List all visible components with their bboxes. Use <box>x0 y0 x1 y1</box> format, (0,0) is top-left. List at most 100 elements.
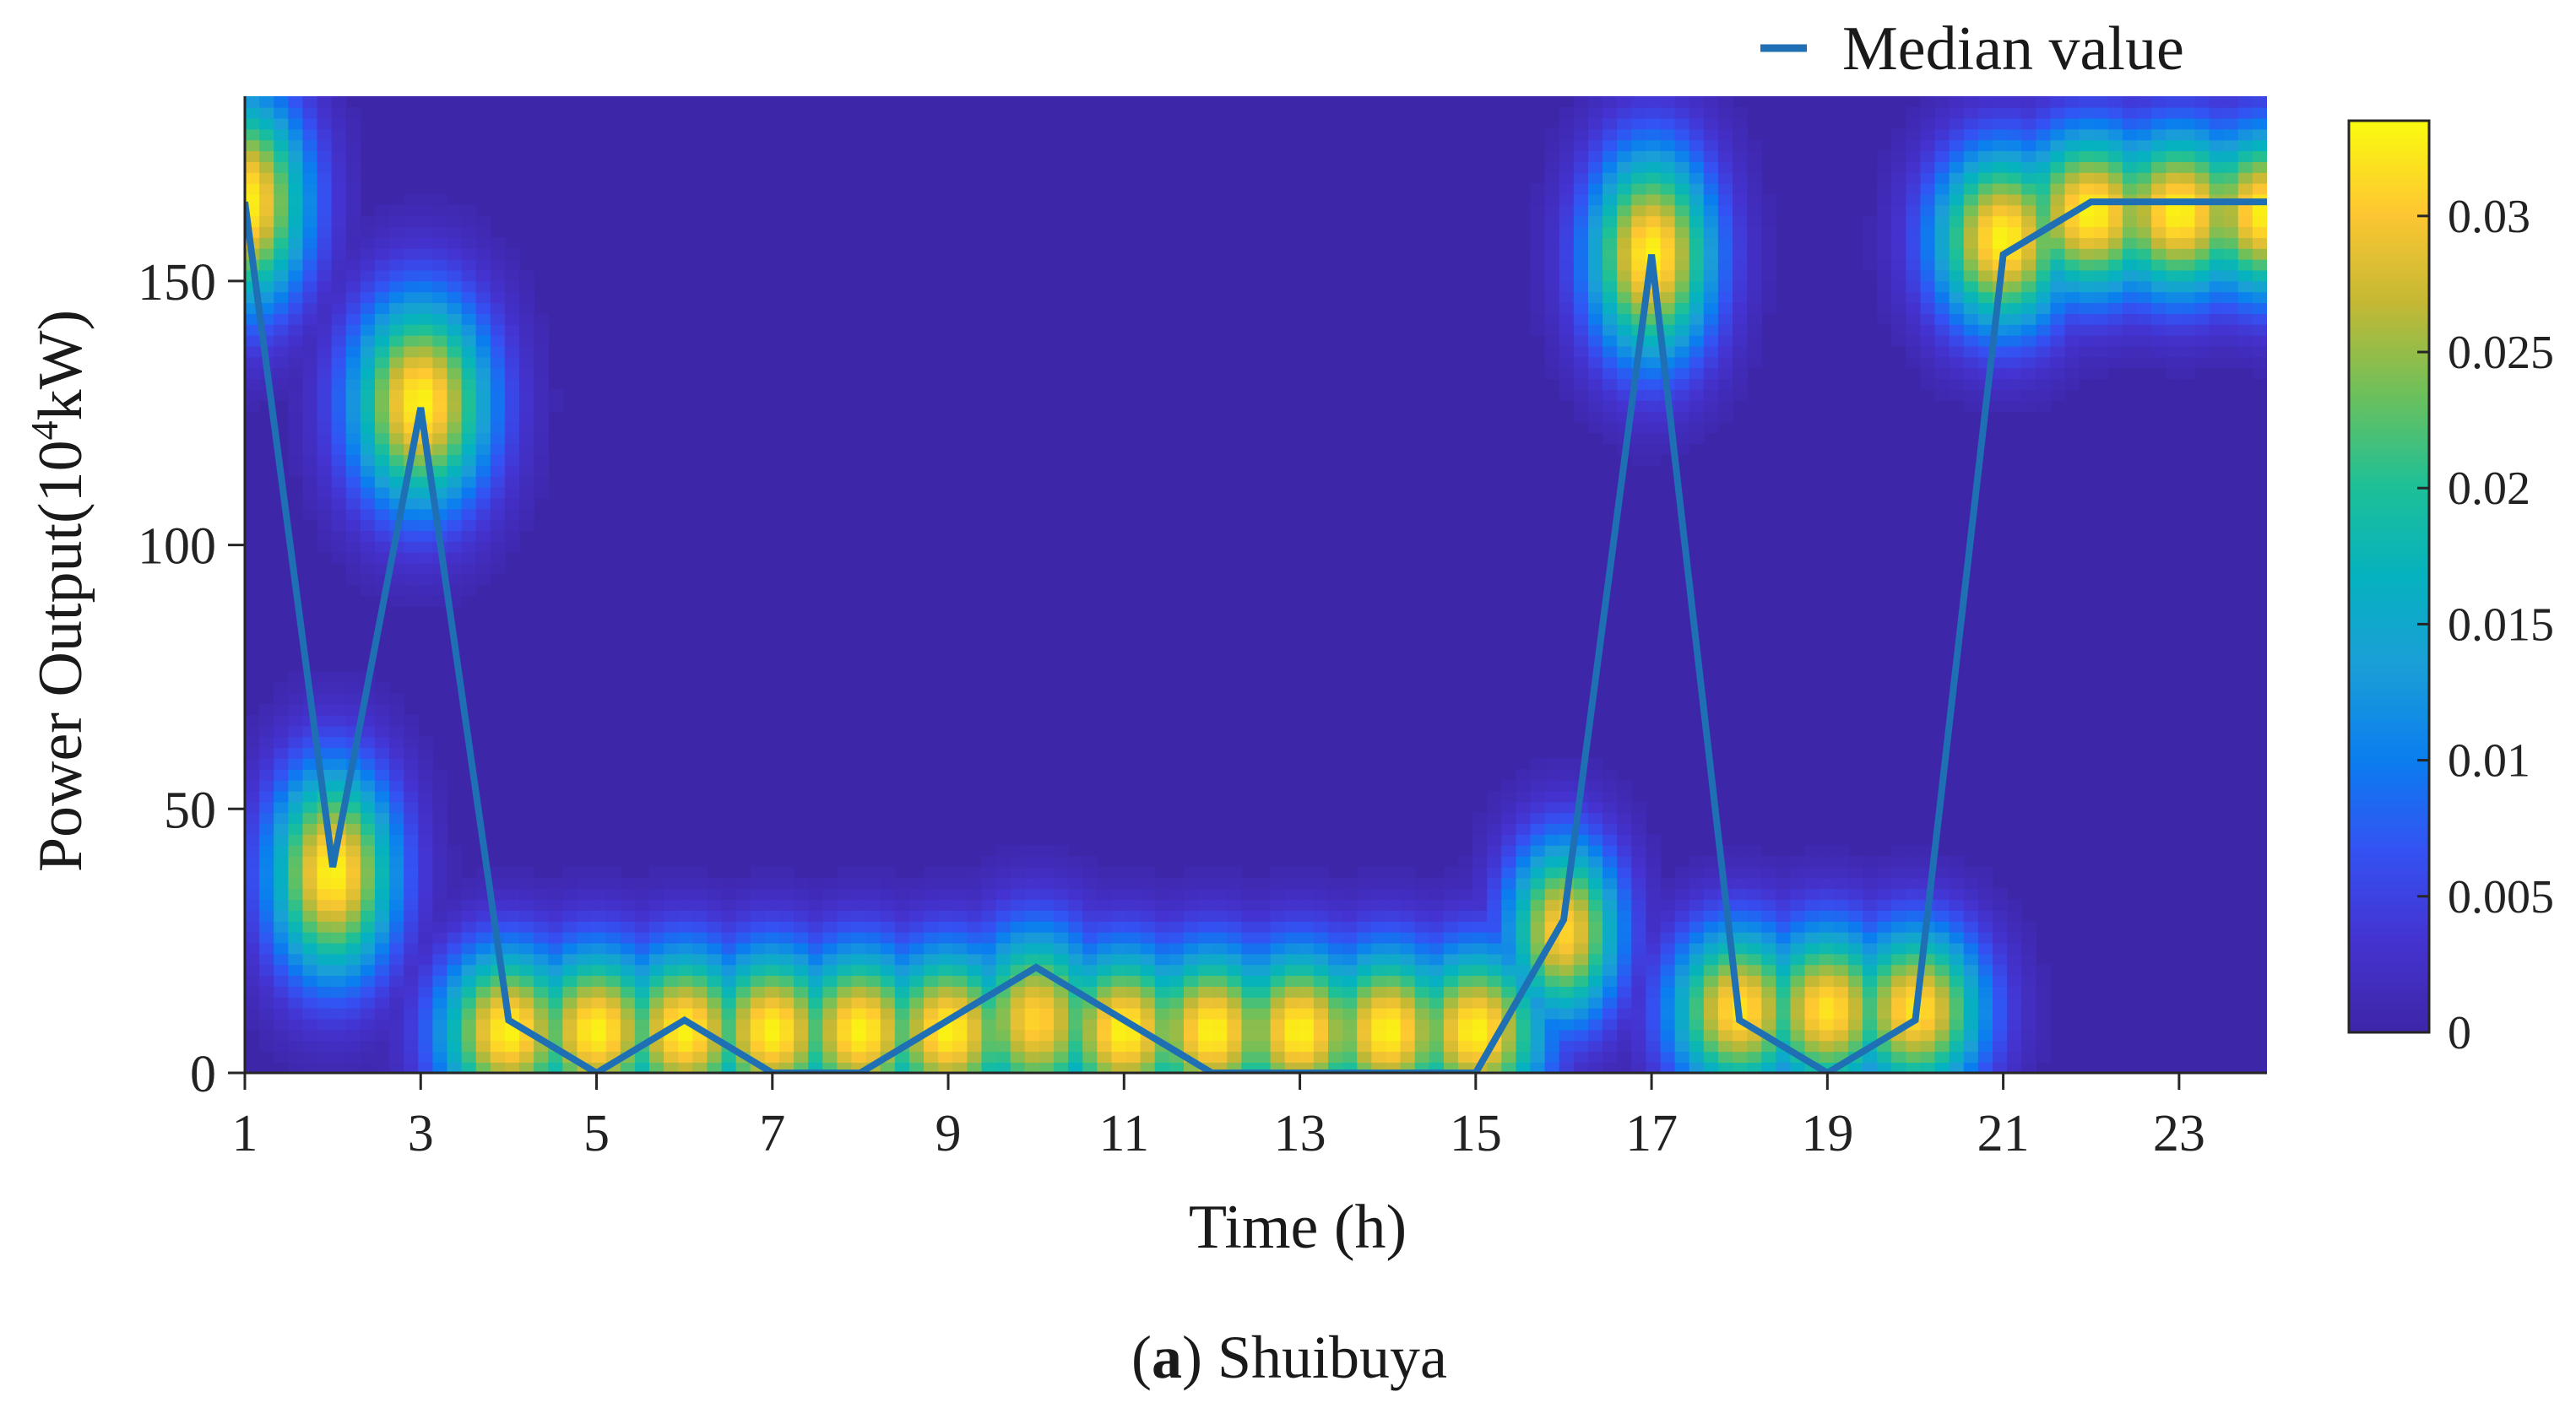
heatmap-cell <box>404 302 420 314</box>
heatmap-cell <box>1458 1029 1473 1042</box>
heatmap-cell <box>1227 1051 1243 1063</box>
heatmap-cell <box>288 367 304 380</box>
heatmap-cell <box>2252 313 2267 325</box>
heatmap-cell <box>1776 986 1792 998</box>
heatmap-cell <box>778 953 794 966</box>
heatmap-cell <box>1169 910 1185 922</box>
heatmap-cell <box>995 921 1011 933</box>
heatmap-cell <box>1877 1051 1893 1063</box>
heatmap-cell <box>1169 997 1185 1009</box>
heatmap-cell <box>2079 237 2095 249</box>
heatmap-cell <box>331 421 347 434</box>
heatmap-cell <box>1790 1018 1806 1031</box>
heatmap-cell <box>1587 204 1603 217</box>
heatmap-cell <box>837 997 853 1009</box>
heatmap-cell <box>1183 888 1199 901</box>
heatmap-cell <box>967 1018 983 1031</box>
heatmap-cell <box>475 269 491 282</box>
heatmap-cell <box>1559 171 1575 184</box>
heatmap-cell <box>2021 399 2037 412</box>
heatmap-cell <box>1747 1051 1763 1063</box>
heatmap-cell <box>432 866 448 879</box>
heatmap-cell <box>2021 975 2037 987</box>
heatmap-cell <box>634 964 650 977</box>
heatmap-cell <box>1660 1029 1676 1042</box>
heatmap-cell <box>1617 247 1633 260</box>
heatmap-cell <box>620 1007 636 1020</box>
heatmap-cell <box>1733 150 1748 162</box>
heatmap-cell <box>2093 269 2109 282</box>
heatmap-cell <box>274 1051 290 1063</box>
heatmap-cell <box>490 1029 506 1042</box>
heatmap-cell <box>577 899 593 911</box>
heatmap-cell <box>1487 790 1503 803</box>
heatmap-cell <box>461 541 477 553</box>
heatmap-cell <box>2137 226 2152 238</box>
heatmap-cell <box>374 215 390 228</box>
heatmap-cell <box>1891 128 1907 141</box>
heatmap-cell <box>1934 378 1950 390</box>
heatmap-cell <box>1587 247 1603 260</box>
heatmap-cell <box>1357 1040 1373 1053</box>
heatmap-cell <box>2093 345 2109 358</box>
heatmap-cell <box>1559 1029 1575 1042</box>
heatmap-cell <box>461 247 477 260</box>
heatmap-cell <box>1804 888 1820 901</box>
heatmap-cell <box>967 921 983 933</box>
heatmap-cell <box>2021 117 2037 130</box>
heatmap-cell <box>620 899 636 911</box>
heatmap-cell <box>1977 247 1993 260</box>
heatmap-cell <box>2237 302 2253 314</box>
heatmap-cell <box>692 953 708 966</box>
heatmap-cell <box>1977 96 1993 108</box>
heatmap-cell <box>2151 280 2167 293</box>
heatmap-cell <box>1357 942 1373 955</box>
heatmap-cell <box>317 931 333 944</box>
heatmap-cell <box>794 1018 809 1031</box>
heatmap-cell <box>1068 1018 1084 1031</box>
heatmap-cell <box>404 313 420 325</box>
heatmap-cell <box>331 714 347 727</box>
heatmap-cell <box>1587 389 1603 401</box>
heatmap-cell <box>245 139 260 152</box>
heatmap-cell <box>331 758 347 770</box>
heatmap-cell <box>1733 117 1748 130</box>
heatmap-cell <box>1255 975 1272 987</box>
heatmap-cell <box>389 389 404 401</box>
heatmap-cell <box>1414 964 1430 977</box>
heatmap-cell <box>345 801 361 814</box>
heatmap-cell <box>1920 247 1936 260</box>
heatmap-cell <box>1790 975 1806 987</box>
heatmap-cell <box>331 345 347 358</box>
heatmap-cell <box>1631 269 1647 282</box>
heatmap-cell <box>345 258 361 271</box>
heatmap-cell <box>404 334 420 347</box>
heatmap-cell <box>259 171 275 184</box>
heatmap-cell <box>1963 910 1979 922</box>
heatmap-cell <box>2007 291 2022 304</box>
heatmap-cell <box>808 997 824 1009</box>
heatmap-cell <box>418 356 434 369</box>
heatmap-cell <box>2021 106 2037 119</box>
heatmap-cell <box>317 953 333 966</box>
heatmap-cell <box>1920 378 1936 390</box>
heatmap-cell <box>331 693 347 705</box>
heatmap-cell <box>1689 931 1705 944</box>
heatmap-cell <box>1530 866 1546 879</box>
heatmap-cell <box>1227 986 1243 998</box>
heatmap-cell <box>1530 1029 1546 1042</box>
heatmap-cell <box>302 497 318 510</box>
heatmap-cell <box>374 443 390 456</box>
heatmap-cell <box>1863 931 1878 944</box>
heatmap-cell <box>1544 769 1560 781</box>
heatmap-cell <box>345 1007 361 1020</box>
heatmap-cell <box>1342 1029 1359 1042</box>
heatmap-cell <box>461 399 477 412</box>
heatmap-cell <box>1270 866 1286 879</box>
heatmap-cell <box>995 942 1011 955</box>
heatmap-cell <box>1963 367 1979 380</box>
heatmap-cell <box>1097 1062 1113 1073</box>
heatmap-cell <box>1299 942 1315 955</box>
heatmap-cell <box>331 378 347 390</box>
heatmap-cell <box>360 323 376 336</box>
